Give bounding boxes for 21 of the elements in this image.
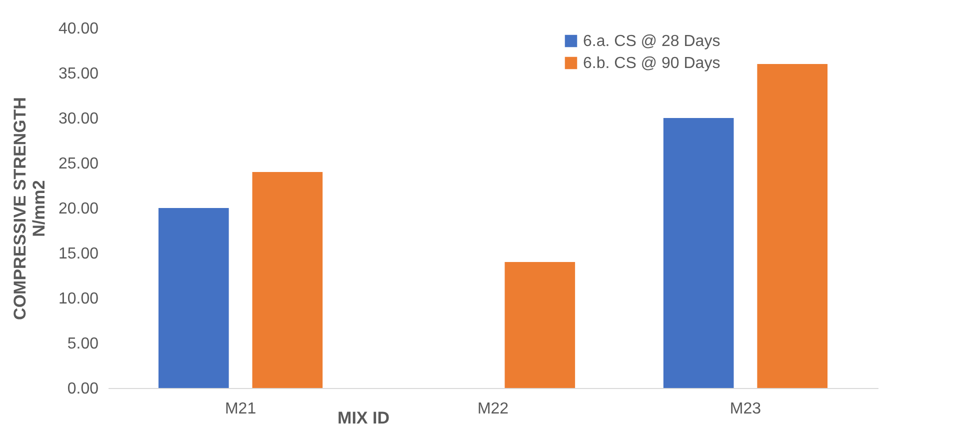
x-tick-label: M23: [730, 400, 762, 418]
bar: [158, 208, 229, 388]
legend-label: 6.b. CS @ 90 Days: [583, 55, 720, 72]
y-tick-label: 40.00: [58, 20, 99, 38]
y-tick-label: 10.00: [58, 290, 99, 308]
x-tick-label: M21: [224, 400, 256, 418]
bar: [504, 262, 576, 388]
bar: [252, 172, 323, 388]
y-tick-label: 30.00: [58, 110, 99, 128]
y-tick-label: 5.00: [67, 336, 99, 352]
bar: [757, 64, 828, 388]
x-axis-title: MIX ID: [338, 408, 390, 428]
x-tick-label: M22: [477, 400, 509, 418]
y-axis-title: COMPRESSIVE STRENGTH N/mm2: [10, 97, 48, 320]
y-tick-label: 0.00: [67, 380, 99, 398]
y-tick-label: 20.00: [58, 200, 99, 218]
y-tick-label: 25.00: [58, 156, 99, 172]
y-tick-label: 35.00: [58, 66, 99, 82]
legend-label: 6.a. CS @ 28 Days: [583, 33, 720, 50]
bar: [663, 118, 734, 388]
y-tick-label: 15.00: [58, 246, 99, 262]
